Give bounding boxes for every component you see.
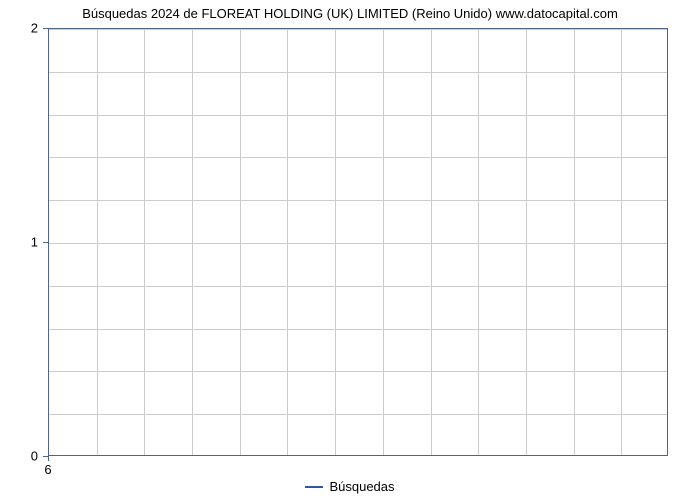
y-tick-label: 2 <box>0 21 38 36</box>
gridline-vertical <box>97 29 98 455</box>
gridline-vertical <box>431 29 432 455</box>
chart-title: Búsquedas 2024 de FLOREAT HOLDING (UK) L… <box>0 6 700 21</box>
gridline-vertical <box>383 29 384 455</box>
plot-area <box>48 28 668 456</box>
gridline-vertical <box>287 29 288 455</box>
gridline-vertical <box>574 29 575 455</box>
gridline-vertical <box>192 29 193 455</box>
y-tick-mark <box>43 242 48 243</box>
legend-label: Búsquedas <box>329 479 394 494</box>
gridline-vertical <box>621 29 622 455</box>
x-tick-label: 6 <box>44 462 51 477</box>
legend: Búsquedas <box>0 479 700 494</box>
y-tick-mark <box>43 28 48 29</box>
x-tick-mark <box>48 456 49 461</box>
y-tick-label: 1 <box>0 235 38 250</box>
y-tick-label: 0 <box>0 449 38 464</box>
legend-swatch <box>305 486 323 488</box>
gridline-vertical <box>526 29 527 455</box>
gridline-vertical <box>144 29 145 455</box>
chart-container: Búsquedas 2024 de FLOREAT HOLDING (UK) L… <box>0 0 700 500</box>
gridline-vertical <box>335 29 336 455</box>
gridline-vertical <box>240 29 241 455</box>
gridline-vertical <box>478 29 479 455</box>
